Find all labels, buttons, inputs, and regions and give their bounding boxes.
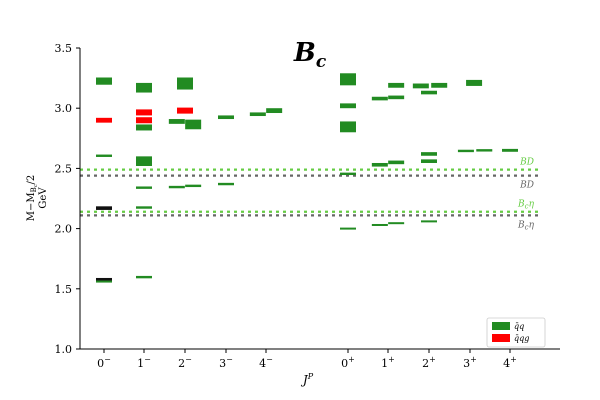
level-bar-qq	[177, 77, 193, 90]
y-tick-label: 1.0	[55, 343, 73, 356]
level-bar-qq	[218, 182, 234, 186]
y-tick-label: 2.5	[55, 162, 73, 175]
level-bar-qq	[136, 186, 152, 189]
svg-text:GeV: GeV	[38, 187, 49, 209]
x-tick-label: 0−	[97, 355, 111, 370]
threshold-label: Bcη	[517, 200, 535, 211]
level-bar-qq	[96, 154, 112, 157]
level-bar-qq	[218, 115, 234, 120]
level-bar-qq	[421, 159, 437, 163]
y-axis-ticks: 1.0 1.5 2.0 2.5 3.0 3.5	[55, 42, 80, 356]
level-bar-qq	[249, 112, 266, 117]
x-axis-title: JP	[300, 372, 314, 387]
level-bar-qq	[136, 275, 152, 279]
y-tick-label: 3.0	[55, 102, 73, 115]
level-bar-qq	[476, 149, 493, 152]
level-bar-qq	[371, 162, 388, 167]
energy-levels	[96, 73, 518, 283]
x-tick-label: 0+	[341, 355, 355, 370]
x-tick-label: 1−	[137, 355, 151, 370]
level-bar-qq	[340, 121, 356, 133]
level-bar-qq	[502, 148, 518, 152]
level-bar-qqg	[96, 117, 112, 123]
level-bar-qq	[421, 152, 437, 156]
threshold-label: BD	[519, 158, 534, 168]
level-bar-qq	[457, 149, 474, 153]
level-bar-qq	[466, 79, 483, 86]
level-bar-qq	[431, 82, 448, 88]
chart-title: Bc	[293, 38, 327, 72]
level-bar-qqg	[177, 107, 193, 114]
threshold-label: BD	[519, 181, 534, 191]
level-bar-qq	[388, 160, 405, 165]
level-bar-qq	[421, 90, 437, 95]
level-bar-qq	[371, 223, 388, 226]
level-bar-qq	[388, 82, 405, 88]
level-bar-qq	[340, 172, 356, 176]
x-tick-label: 2−	[178, 355, 192, 370]
x-tick-label: 2+	[422, 355, 436, 370]
level-bar-qq	[421, 220, 437, 223]
y-tick-label: 2.0	[55, 223, 73, 236]
svg-text:M−MBc/2: M−MBc/2	[26, 175, 39, 222]
level-bar-qq	[136, 156, 152, 166]
level-bar-qq	[340, 103, 356, 109]
threshold-lines: BD BD Bcη Bcη	[80, 158, 540, 231]
level-bar-qq	[96, 77, 112, 85]
y-tick-label: 1.5	[55, 283, 73, 296]
level-bar-qq	[136, 124, 152, 131]
y-axis-title: M−MBc/2 GeV	[26, 175, 49, 222]
x-tick-label: 1+	[381, 355, 395, 370]
legend-swatch-qqg	[492, 334, 510, 342]
y-tick-label: 3.5	[55, 42, 73, 55]
level-bar-qq	[340, 73, 356, 86]
level-bar-qq	[266, 108, 283, 114]
x-axis-ticks: 0− 1− 2− 3− 4− 0+ 1+ 2+ 3+ 4+	[97, 349, 517, 370]
level-bar-qq	[136, 206, 152, 209]
level-bar-qq	[168, 185, 185, 189]
legend: q̄q q̄qg	[486, 317, 546, 348]
x-tick-label: 4+	[503, 355, 517, 370]
x-tick-label: 3−	[219, 355, 233, 370]
x-tick-label: 3+	[463, 355, 477, 370]
level-bar-qq	[388, 95, 405, 100]
level-bar-dark	[96, 206, 112, 210]
level-bar-qq	[136, 82, 152, 93]
level-bar-qqg	[136, 109, 152, 116]
legend-label-qqg: q̄qg	[514, 334, 529, 343]
level-bar-qq	[340, 227, 356, 230]
level-bar-qqg	[136, 117, 152, 124]
x-tick-label: 4−	[259, 355, 273, 370]
level-bar-qq	[168, 119, 185, 124]
legend-swatch-qq	[492, 322, 510, 330]
level-bar-qq	[96, 280, 112, 283]
level-bar-qq	[185, 119, 202, 130]
threshold-label: Bcη	[517, 220, 535, 231]
level-bar-qq	[185, 184, 202, 188]
legend-label-qq: q̄q	[514, 322, 524, 331]
level-bar-qq	[412, 83, 429, 89]
level-bar-dark	[96, 277, 112, 281]
level-bar-qq	[371, 96, 388, 101]
level-bar-qq	[388, 222, 405, 225]
